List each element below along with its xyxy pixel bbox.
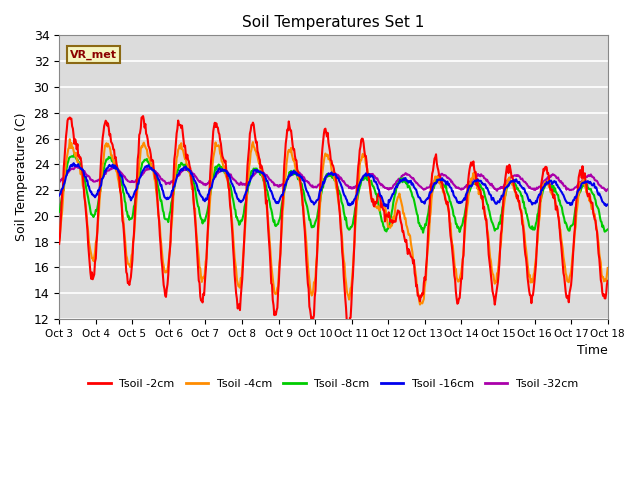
Tsoil -8cm: [178, 160, 186, 166]
Tsoil -8cm: [55, 209, 63, 215]
Tsoil -32cm: [401, 172, 408, 178]
Tsoil -8cm: [65, 155, 73, 161]
Tsoil -2cm: [207, 159, 215, 165]
Tsoil -32cm: [65, 168, 73, 174]
Line: Tsoil -16cm: Tsoil -16cm: [59, 163, 608, 208]
Tsoil -32cm: [417, 184, 424, 190]
Tsoil -4cm: [401, 216, 408, 221]
Tsoil -32cm: [73, 164, 81, 169]
Tsoil -16cm: [178, 166, 186, 172]
Tsoil -16cm: [384, 205, 392, 211]
Tsoil -16cm: [207, 185, 215, 191]
Tsoil -8cm: [207, 188, 215, 193]
Tsoil -2cm: [418, 294, 426, 300]
Tsoil -8cm: [70, 151, 78, 156]
Tsoil -4cm: [65, 144, 73, 150]
Tsoil -32cm: [604, 186, 612, 192]
Tsoil -8cm: [604, 227, 612, 232]
Tsoil -2cm: [55, 241, 63, 247]
Tsoil -2cm: [604, 278, 612, 284]
Tsoil -2cm: [65, 116, 73, 121]
Line: Tsoil -4cm: Tsoil -4cm: [59, 139, 608, 304]
Tsoil -8cm: [401, 178, 408, 184]
Text: VR_met: VR_met: [70, 49, 117, 60]
Line: Tsoil -2cm: Tsoil -2cm: [59, 116, 608, 328]
Tsoil -32cm: [55, 178, 63, 184]
Tsoil -16cm: [604, 202, 612, 207]
Y-axis label: Soil Temperature (C): Soil Temperature (C): [15, 113, 28, 241]
Tsoil -2cm: [345, 325, 353, 331]
Tsoil -2cm: [178, 123, 186, 129]
Tsoil -32cm: [207, 179, 215, 184]
Tsoil -16cm: [65, 168, 73, 173]
Tsoil -8cm: [419, 230, 427, 236]
Tsoil -2cm: [402, 239, 410, 245]
Tsoil -32cm: [122, 177, 130, 182]
Tsoil -32cm: [178, 167, 186, 173]
Tsoil -4cm: [604, 265, 612, 271]
Tsoil -4cm: [122, 252, 130, 258]
Title: Soil Temperatures Set 1: Soil Temperatures Set 1: [242, 15, 424, 30]
Tsoil -8cm: [122, 208, 130, 214]
Line: Tsoil -32cm: Tsoil -32cm: [59, 167, 608, 191]
Tsoil -4cm: [178, 146, 186, 152]
Tsoil -8cm: [417, 223, 424, 229]
Tsoil -4cm: [66, 136, 74, 142]
Tsoil -16cm: [418, 199, 426, 205]
Legend: Tsoil -2cm, Tsoil -4cm, Tsoil -8cm, Tsoil -16cm, Tsoil -32cm: Tsoil -2cm, Tsoil -4cm, Tsoil -8cm, Tsoi…: [84, 374, 583, 393]
Tsoil -16cm: [55, 192, 63, 198]
Tsoil -4cm: [207, 184, 215, 190]
Tsoil -4cm: [55, 239, 63, 244]
Tsoil -16cm: [70, 160, 77, 166]
Tsoil -2cm: [122, 258, 129, 264]
Line: Tsoil -8cm: Tsoil -8cm: [59, 154, 608, 233]
Tsoil -2cm: [140, 113, 147, 119]
Tsoil -4cm: [418, 300, 426, 306]
Tsoil -32cm: [602, 188, 610, 194]
X-axis label: Time: Time: [577, 344, 608, 357]
Tsoil -4cm: [416, 301, 424, 307]
Tsoil -16cm: [402, 175, 410, 181]
Tsoil -16cm: [122, 188, 130, 193]
